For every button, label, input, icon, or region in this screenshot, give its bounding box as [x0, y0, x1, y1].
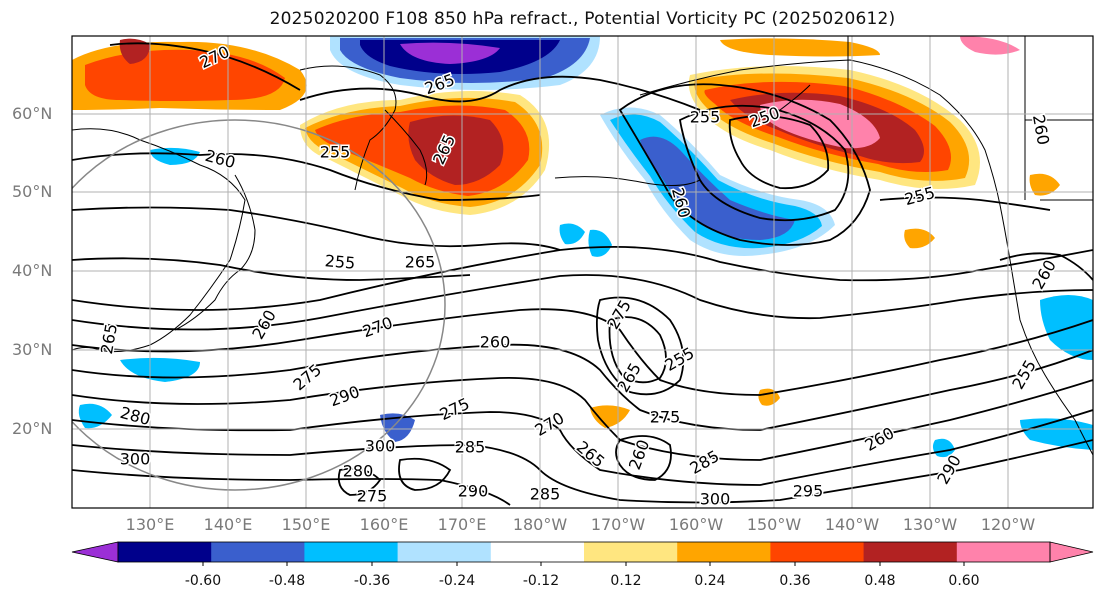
contour-label: 255 [690, 108, 721, 127]
colorbar-bin [956, 542, 1051, 562]
colorbar-bin [211, 542, 305, 562]
contour-label: 255 [324, 251, 356, 273]
colorbar-tick-label: 0.12 [610, 573, 642, 589]
colorbar-bin [304, 542, 399, 562]
colorbar-tick-label: -0.60 [184, 573, 222, 589]
longitude-label: 170°E [437, 515, 487, 534]
map-title: 2025020200 F108 850 hPa refract., Potent… [269, 9, 896, 29]
graticule [72, 36, 1093, 508]
colorbar-bin [770, 542, 865, 562]
colorbar-tick-label: -0.48 [268, 573, 306, 589]
colorbar-bin [584, 542, 678, 562]
longitude-label: 130°E [125, 515, 175, 534]
colorbar [71, 541, 1094, 566]
contour-label: 285 [530, 485, 561, 504]
longitude-label: 150°W [746, 515, 802, 534]
contour-label: 290 [458, 482, 489, 501]
pv-shading [72, 36, 1093, 458]
contour-label: 300 [365, 437, 396, 456]
contour-label: 285 [455, 438, 486, 457]
longitude-label: 160°E [359, 515, 409, 534]
contour-label: 300 [120, 450, 151, 469]
great-circle [72, 119, 446, 491]
longitude-label: 150°E [281, 515, 331, 534]
longitude-label: 180°W [512, 515, 568, 534]
colorbar-bin [677, 542, 771, 562]
longitude-label: 120°W [980, 515, 1036, 534]
colorbar-tick-label: -0.24 [438, 573, 476, 589]
contour-label: 280 [343, 462, 374, 481]
latitude-label: 50°N [12, 182, 53, 201]
longitude-label: 130°W [902, 515, 958, 534]
colorbar-bin [863, 542, 958, 562]
colorbar-extend-max [1049, 541, 1094, 563]
colorbar-tick-label: 0.48 [864, 573, 896, 589]
contour-label: 260 [480, 333, 511, 352]
longitude-label: 140°W [824, 515, 880, 534]
colorbar-tick-label: 0.24 [694, 573, 726, 589]
colorbar-tick-label: -0.36 [353, 573, 391, 589]
colorbar-extend-min [71, 541, 119, 563]
longitude-label: 160°W [668, 515, 724, 534]
plot-frame [71, 35, 1094, 509]
colorbar-bin [490, 542, 585, 562]
colorbar-bin [397, 542, 492, 562]
latitude-label: 20°N [12, 419, 53, 438]
longitude-label: 140°E [203, 515, 253, 534]
colorbar-tick-label: 0.60 [948, 573, 980, 589]
colorbar-tick-label: -0.12 [522, 573, 560, 589]
contour-label: 275 [357, 487, 388, 506]
contour-label: 295 [793, 482, 824, 501]
contour-label: 275 [650, 408, 681, 427]
refractivity-contours [72, 42, 1093, 506]
colorbar-bin [118, 542, 212, 562]
contour-label: 300 [700, 490, 731, 509]
latitude-label: 60°N [12, 104, 53, 123]
contour-label: 255 [320, 143, 351, 162]
contour-label: 265 [405, 253, 436, 272]
colorbar-outline [117, 541, 1051, 563]
colorbar-tick-label: 0.36 [779, 573, 811, 589]
latitude-label: 40°N [12, 261, 53, 280]
longitude-label: 170°W [590, 515, 646, 534]
latitude-label: 30°N [12, 340, 53, 359]
